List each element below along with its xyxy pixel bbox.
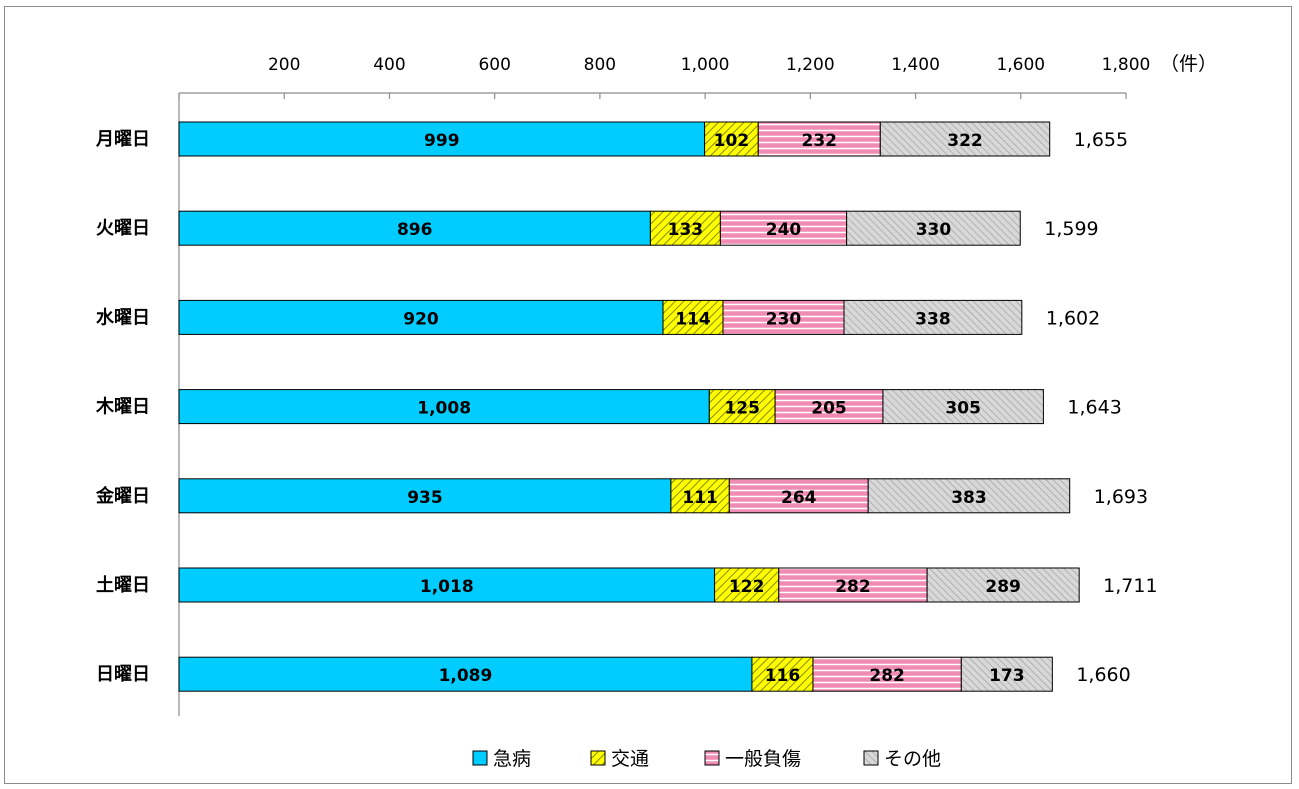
bars (178, 121, 1080, 692)
x-tick-label: 800 (584, 55, 616, 75)
x-tick-label: 1,600 (996, 55, 1045, 75)
data-label: 305 (945, 399, 981, 419)
total-label: 1,602 (1046, 307, 1100, 329)
data-label: 125 (724, 399, 760, 419)
total-label: 1,643 (1067, 397, 1121, 419)
x-axis: 200 400 600 800 1,000 1,200 1,400 1,600 1,800 （件） (178, 53, 1217, 716)
data-label: 264 (781, 488, 817, 508)
legend-label: その他 (884, 748, 941, 770)
bar-segment (882, 389, 1044, 425)
data-label: 896 (397, 220, 433, 240)
legend-item: 交通 (590, 748, 649, 770)
data-label: 289 (985, 577, 1021, 597)
data-label: 232 (802, 131, 838, 151)
data-label: 1,018 (420, 577, 474, 597)
data-label: 282 (835, 577, 871, 597)
category-label: 木曜日 (95, 396, 150, 418)
data-label: 999 (424, 131, 460, 151)
data-label: 338 (915, 309, 951, 329)
x-tick-label: 1,200 (786, 55, 835, 75)
bar-segment (812, 656, 962, 692)
x-tick-label: 1,800 (1102, 55, 1151, 75)
bar-segment (867, 478, 1071, 514)
total-label: 1,660 (1076, 664, 1130, 686)
legend-swatch (590, 750, 606, 766)
bar-segment (178, 478, 672, 514)
bar-segment (178, 299, 664, 335)
bar-segment (757, 121, 881, 157)
data-label: 383 (951, 488, 987, 508)
x-tick-label: 1,000 (681, 55, 730, 75)
category-label: 金曜日 (95, 485, 150, 507)
bar-segment (670, 478, 730, 514)
data-label: 1,008 (417, 399, 471, 419)
bar-segment (722, 299, 845, 335)
bar-segment (960, 656, 1053, 692)
data-label: 111 (682, 488, 718, 508)
legend-item: 一般負傷 (704, 748, 801, 770)
category-label: 月曜日 (95, 129, 150, 150)
data-label: 173 (989, 666, 1025, 686)
category-label: 日曜日 (96, 664, 150, 685)
bar-segment (714, 567, 780, 603)
total-label: 1,599 (1044, 218, 1098, 240)
bar-segment (879, 121, 1051, 157)
data-label: 102 (714, 131, 750, 151)
data-label: 282 (869, 666, 905, 686)
data-label: 322 (947, 131, 983, 151)
legend: 急病 交通 一般負傷 その他 (472, 748, 941, 770)
total-label: 1,693 (1094, 486, 1148, 508)
category-label: 土曜日 (96, 575, 150, 596)
category-label: 水曜日 (96, 306, 150, 328)
data-label: 1,089 (439, 666, 493, 686)
data-label: 122 (729, 577, 765, 597)
bar-segment (846, 210, 1021, 246)
legend-swatch (863, 750, 879, 766)
legend-label: 交通 (611, 748, 649, 770)
data-label: 935 (407, 488, 443, 508)
data-label: 133 (668, 220, 704, 240)
bar-segment (178, 210, 651, 246)
bar-segment (662, 299, 724, 335)
bar-segment (728, 478, 869, 514)
legend-swatch (704, 750, 720, 766)
legend-item: 急病 (472, 748, 531, 770)
x-tick-label: 400 (373, 55, 405, 75)
total-label: 1,655 (1074, 129, 1128, 151)
bar-segment (843, 299, 1023, 335)
total-label: 1,711 (1103, 575, 1157, 597)
legend-label: 急病 (493, 748, 531, 770)
bar-segment (751, 656, 814, 692)
x-tick-label: 600 (478, 55, 510, 75)
unit-label: （件） (1160, 53, 1217, 75)
bar-segment (926, 567, 1080, 603)
data-label: 330 (916, 220, 952, 240)
bar-segment (178, 389, 710, 425)
data-label: 920 (403, 309, 439, 329)
x-tick-label: 1,400 (891, 55, 940, 75)
data-label: 114 (675, 309, 711, 329)
labels: 月曜日 999 102 232 322 1,655 火曜日 896 133 240 330 1,599… (95, 129, 1158, 686)
data-label: 230 (766, 309, 802, 329)
legend-item: その他 (863, 748, 941, 770)
category-label: 火曜日 (96, 218, 150, 239)
legend-label: 一般負傷 (725, 748, 801, 770)
bar-segment (708, 389, 776, 425)
bar-segment (778, 567, 928, 603)
bar-segment (719, 210, 848, 246)
data-label: 240 (766, 220, 802, 240)
x-tick-label: 200 (268, 55, 300, 75)
legend-swatch (472, 750, 488, 766)
data-label: 205 (811, 399, 847, 419)
data-label: 116 (765, 666, 801, 686)
bar-segment (774, 389, 884, 425)
